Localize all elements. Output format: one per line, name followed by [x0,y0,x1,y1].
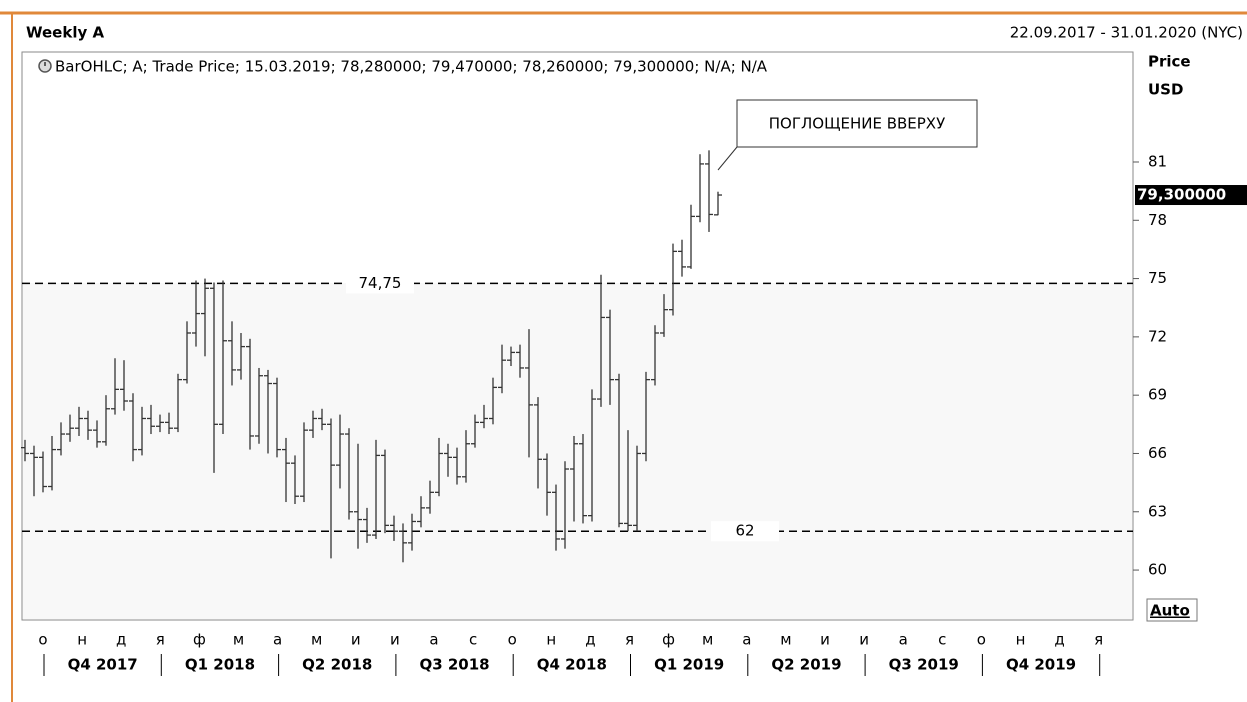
level-label: 62 [735,522,754,540]
month-label: а [429,631,438,649]
month-label: я [156,631,165,649]
chart-title: Weekly A [26,24,104,42]
month-label: д [1054,631,1064,649]
month-label: о [977,631,986,649]
auto-button-label[interactable]: Auto [1150,602,1190,620]
month-label: а [273,631,282,649]
quarter-label: Q3 2018 [419,656,489,674]
month-label: о [508,631,517,649]
annotation-box [736,99,978,148]
y-axis-unit: USD [1148,81,1183,99]
auto-button[interactable] [1146,598,1198,622]
month-label: н [77,631,87,649]
month-label: м [311,631,322,649]
month-label: н [1016,631,1026,649]
month-label: а [742,631,751,649]
month-label: ф [662,631,675,649]
quarter-label: Q2 2018 [302,656,372,674]
y-tick-label: 66 [1148,444,1167,462]
annotation-connector [717,146,738,171]
legend-text: BarOHLC; A; Trade Price; 15.03.2019; 78,… [55,58,768,76]
quarter-label: Q4 2018 [537,656,607,674]
quarter-label: Q2 2019 [771,656,841,674]
month-label: я [1094,631,1103,649]
month-label: м [702,631,713,649]
month-label: я [625,631,634,649]
month-label: м [780,631,791,649]
month-label: н [546,631,556,649]
month-label: а [899,631,908,649]
y-tick-label: 69 [1148,386,1167,404]
quarter-label: Q1 2018 [185,656,255,674]
y-tick-label: 72 [1148,327,1167,345]
quarter-label: Q4 2017 [68,656,138,674]
y-tick-label: 60 [1148,561,1167,579]
y-tick-label: 75 [1148,269,1167,287]
y-tick-label: 78 [1148,211,1167,229]
plot-lower-shade [23,283,1132,619]
quarter-label: Q4 2019 [1006,656,1076,674]
month-label: и [859,631,869,649]
month-label: и [351,631,361,649]
level-label-bg [711,521,779,542]
y-tick-label: 63 [1148,502,1167,520]
month-label: о [38,631,47,649]
month-label: с [938,631,946,649]
annotation-text: ПОГЛОЩЕНИЕ ВВЕРХУ [769,115,945,133]
level-label-bg [346,273,414,294]
y-axis-title: Price [1148,53,1191,71]
last-price-label: 79,300000 [1137,186,1226,204]
month-label: м [233,631,244,649]
month-label: с [469,631,477,649]
last-price-box [1135,185,1247,206]
quarter-label: Q3 2019 [889,656,959,674]
y-tick-label: 81 [1148,152,1167,170]
date-range: 22.09.2017 - 31.01.2020 (NYC) [1010,24,1243,42]
month-label: и [820,631,830,649]
month-label: и [390,631,400,649]
month-label: д [116,631,126,649]
month-label: ф [193,631,206,649]
quarter-label: Q1 2019 [654,656,724,674]
month-label: д [585,631,595,649]
level-label: 74,75 [359,274,402,292]
